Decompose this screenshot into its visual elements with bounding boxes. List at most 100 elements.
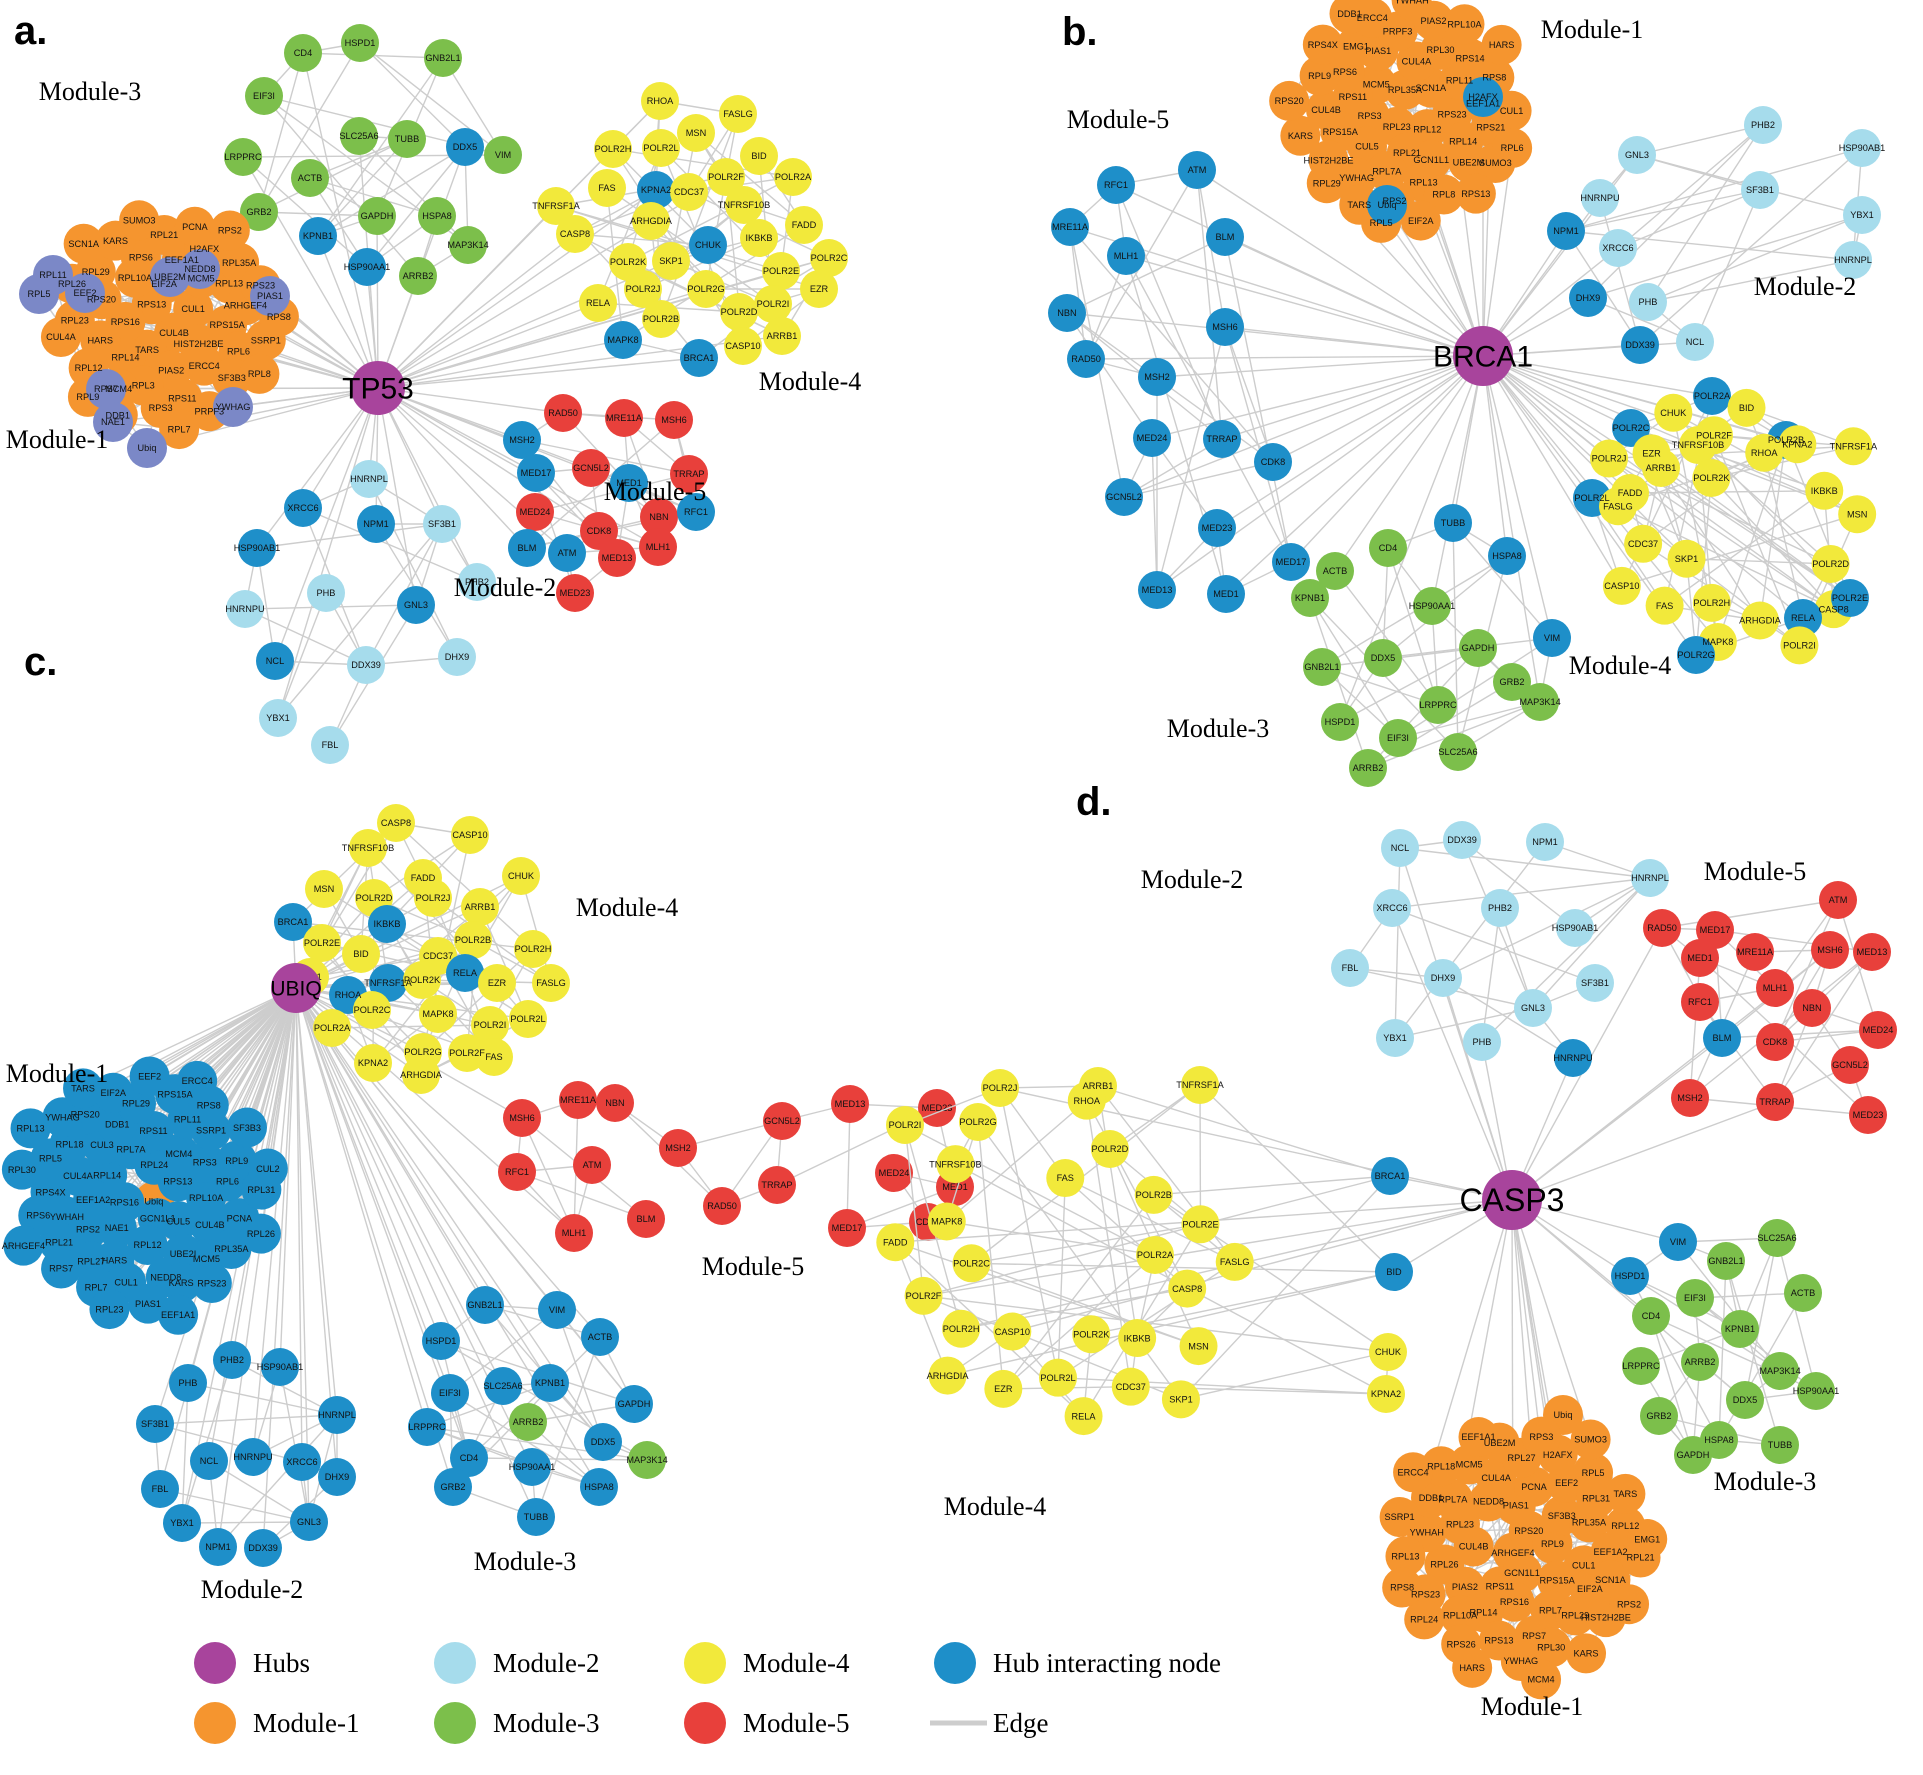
gene-label-RPL6: RPL6 — [216, 1177, 239, 1187]
edge — [279, 987, 297, 1368]
gene-label-KARS: KARS — [1574, 1649, 1599, 1659]
gene-label-ERCC4: ERCC4 — [182, 1076, 213, 1086]
gene-label-RPL31: RPL31 — [247, 1185, 275, 1195]
edge — [1482, 355, 1623, 587]
gene-label-CUL4B: CUL4B — [195, 1220, 225, 1230]
gene-node-MLH1 — [555, 1214, 593, 1252]
edge — [302, 507, 478, 583]
edge — [1617, 505, 1835, 610]
gene-node-MSH2 — [1138, 358, 1176, 396]
gene-label-MLH1: MLH1 — [562, 1228, 587, 1238]
gene-label-MCM5: MCM5 — [193, 1254, 220, 1264]
gene-label-BRCA1: BRCA1 — [684, 353, 715, 363]
edge — [1718, 1260, 1727, 1441]
gene-label-RPL7: RPL7 — [85, 1282, 108, 1292]
gene-label-RPL10A: RPL10A — [1447, 19, 1482, 29]
edge — [1721, 1029, 1879, 1039]
edge — [242, 156, 368, 268]
gene-node-POLR2H — [514, 930, 552, 968]
gene-node-POLR2L — [642, 129, 680, 167]
gene-label-MAPK8: MAPK8 — [1702, 637, 1733, 647]
gene-label-KPNA2: KPNA2 — [1371, 1389, 1401, 1399]
gene-node-EIF2A — [1400, 200, 1441, 241]
legend-swatch-hub — [194, 1642, 236, 1684]
gene-label-MED17: MED17 — [521, 468, 552, 478]
gene-label-NCL: NCL — [266, 656, 284, 666]
gene-node-KPNB1 — [299, 217, 337, 255]
gene-node-RELA — [579, 284, 617, 322]
edge — [1397, 701, 1541, 739]
gene-node-TRRAP — [758, 1166, 796, 1204]
edge — [279, 1366, 310, 1523]
gene-node-RAD50 — [1643, 909, 1681, 947]
edge — [1689, 957, 1701, 1099]
gene-label-BRCA1: BRCA1 — [278, 917, 309, 927]
gene-label-CHUK: CHUK — [508, 871, 535, 881]
gene-label-HIST2H2BE: HIST2H2BE — [1581, 1612, 1631, 1622]
gene-node-YWHAG — [213, 387, 253, 427]
gene-label-EZR: EZR — [1642, 449, 1661, 459]
gene-label-POLR2G: POLR2G — [404, 1047, 441, 1057]
gene-node-POLR2J — [624, 270, 662, 308]
gene-label-POLR2K: POLR2K — [610, 257, 647, 267]
gene-label-VIM: VIM — [495, 150, 511, 160]
edge — [1629, 490, 1825, 494]
gene-label-KPNB1: KPNB1 — [1295, 593, 1325, 603]
gene-node-FADD — [785, 206, 823, 244]
gene-label-RPL7: RPL7 — [1539, 1605, 1562, 1615]
gene-label-RPL8: RPL8 — [1432, 190, 1455, 200]
gene-node-MRE11A — [605, 399, 643, 437]
gene-label-PHB2: PHB2 — [465, 577, 489, 587]
gene-label-MCM5: MCM5 — [1456, 1460, 1483, 1470]
gene-node-EEF2 — [129, 1056, 170, 1097]
gene-label-YBX1: YBX1 — [170, 1518, 194, 1528]
gene-label-DHX9: DHX9 — [1431, 973, 1456, 983]
gene-label-POLR2H: POLR2H — [1693, 598, 1730, 608]
legend: Hubs Module-2 Module-4 Hub interacting node… — [194, 1642, 1221, 1744]
gene-node-KPNA2 — [1778, 425, 1817, 464]
gene-label-EIF2A: EIF2A — [101, 1088, 127, 1098]
gene-node-DDX39 — [244, 1529, 282, 1567]
gene-node-IKBKB — [368, 905, 406, 943]
gene-label-RPL26: RPL26 — [58, 279, 86, 289]
gene-label-NBN: NBN — [1057, 308, 1076, 318]
gene-node-GNB2L1 — [1707, 1242, 1745, 1280]
gene-node-HSPD1 — [341, 24, 379, 62]
gene-label-TNFRSF10B: TNFRSF10B — [342, 843, 395, 853]
gene-label-EIF2A: EIF2A — [1408, 216, 1434, 226]
gene-label-POLR2G: POLR2G — [1677, 650, 1714, 660]
gene-label-RPL29: RPL29 — [82, 267, 110, 277]
gene-label-RPL26: RPL26 — [247, 1229, 275, 1239]
gene-label-RPL11: RPL11 — [174, 1115, 201, 1125]
edge — [1394, 847, 1401, 1039]
gene-node-TNFRSF1A — [537, 187, 575, 225]
edge — [377, 387, 478, 583]
gene-label-SF3B1: SF3B1 — [1581, 978, 1609, 988]
gene-label-ARHGEF4: ARHGEF4 — [224, 300, 267, 310]
edge — [1221, 355, 1484, 440]
edge — [258, 138, 408, 213]
gene-label-MLH1: MLH1 — [1114, 251, 1139, 261]
gene-node-MAPK8 — [419, 995, 457, 1033]
gene-node-SF3B1 — [1741, 171, 1779, 209]
gene-label-DDX5: DDX5 — [1733, 1395, 1758, 1405]
gene-node-POLR2B — [642, 300, 680, 338]
gene-node-RPL29 — [1555, 1595, 1596, 1636]
gene-node-XRCC6 — [1599, 229, 1637, 267]
gene-label-PCNA: PCNA — [227, 1213, 253, 1223]
gene-label-TNFRSF10B: TNFRSF10B — [1672, 440, 1725, 450]
gene-node-HNRNPU — [226, 590, 264, 628]
gene-label-POLR2I: POLR2I — [474, 1020, 507, 1030]
edge — [1224, 326, 1484, 357]
gene-node-GAPDH — [1459, 629, 1497, 667]
gene-label-SF3B1: SF3B1 — [428, 519, 456, 529]
gene-node-HSPD1 — [422, 1322, 460, 1360]
gene-node-RPS7 — [41, 1248, 82, 1289]
gene-label-SKP1: SKP1 — [659, 256, 683, 266]
edge — [1224, 236, 1292, 563]
gene-node-LRPPRC — [224, 138, 262, 176]
gene-node-BLM — [1703, 1019, 1741, 1057]
gene-label-CASP8: CASP8 — [1172, 1284, 1202, 1294]
module-label: Module-4 — [576, 893, 679, 922]
edge — [1012, 1199, 1513, 1333]
